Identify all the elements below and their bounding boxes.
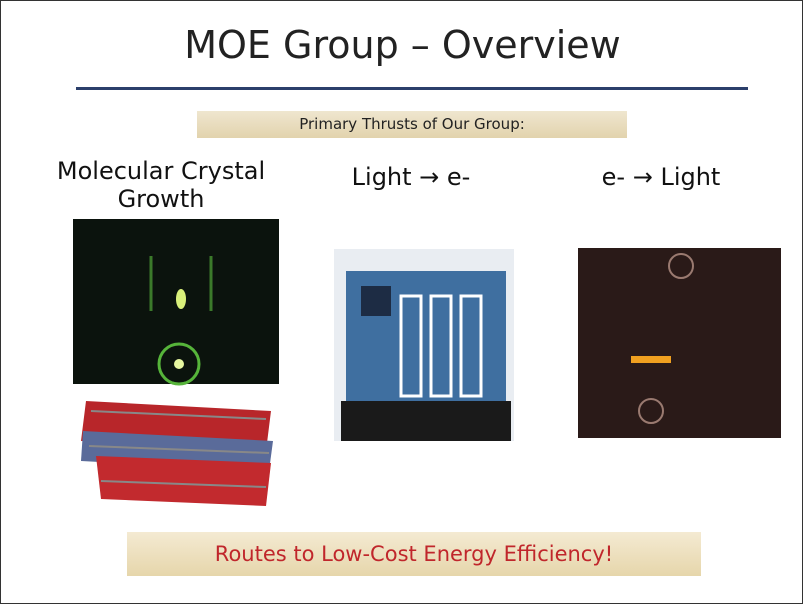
- diffraction-image: [73, 219, 279, 384]
- molecule-image: [81, 401, 273, 506]
- slide: MOE Group – Overview Primary Thrusts of …: [0, 0, 803, 604]
- images: [1, 1, 802, 603]
- device-image: [334, 249, 514, 441]
- footer-banner: Routes to Low-Cost Energy Efficiency!: [127, 532, 701, 576]
- emission-image: [578, 248, 781, 438]
